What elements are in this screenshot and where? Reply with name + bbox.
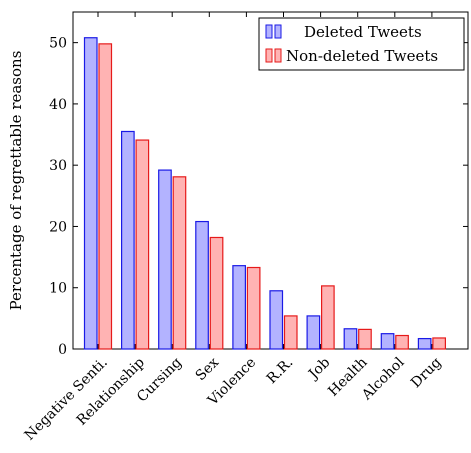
- y-axis: 0 10 20 30 40 50: [49, 36, 468, 358]
- bar-deleted: [158, 169, 172, 350]
- legend-swatch: [274, 48, 282, 63]
- bar-deleted: [120, 130, 135, 350]
- bar-non-deleted: [172, 176, 187, 350]
- bar-non-deleted: [98, 43, 113, 350]
- x-tick-label: Drug: [408, 354, 445, 391]
- y-tick-label: 50: [49, 36, 67, 52]
- bar-non-deleted: [321, 285, 335, 350]
- legend-label: Deleted Tweets: [304, 23, 422, 41]
- bars: [83, 37, 446, 350]
- legend-box: [258, 17, 465, 71]
- bar-non-deleted: [395, 334, 409, 350]
- legend-label: Non-deleted Tweets: [286, 47, 438, 65]
- bar-non-deleted: [246, 266, 261, 350]
- bar-deleted: [380, 333, 395, 350]
- bar-non-deleted: [135, 139, 150, 350]
- bar-non-deleted: [209, 236, 224, 350]
- bar-deleted: [232, 265, 246, 350]
- bar-non-deleted: [432, 337, 446, 350]
- bar-deleted: [195, 220, 209, 350]
- legend-swatch: [265, 48, 273, 63]
- bar-non-deleted: [358, 328, 372, 350]
- legend: Deleted Tweets Non-deleted Tweets: [258, 17, 465, 71]
- y-tick-label: 40: [49, 97, 67, 113]
- x-tick-label: Job: [304, 354, 333, 383]
- legend-swatch: [265, 24, 273, 39]
- bar-deleted: [83, 37, 98, 350]
- legend-swatch: [274, 24, 282, 39]
- x-tick-label: Sex: [193, 354, 223, 384]
- bar-deleted: [343, 328, 358, 350]
- bar-non-deleted: [283, 315, 298, 350]
- bar-deleted: [269, 290, 284, 350]
- y-tick-label: 30: [49, 158, 67, 174]
- y-axis-title: Percentage of regrettable reasons: [7, 51, 25, 311]
- y-tick-label: 20: [49, 219, 67, 235]
- x-tick-label: R.R.: [264, 355, 297, 388]
- bar-deleted: [306, 315, 321, 350]
- y-tick-label: 10: [49, 281, 67, 297]
- bar-deleted: [417, 337, 432, 350]
- y-tick-label: 0: [58, 342, 67, 358]
